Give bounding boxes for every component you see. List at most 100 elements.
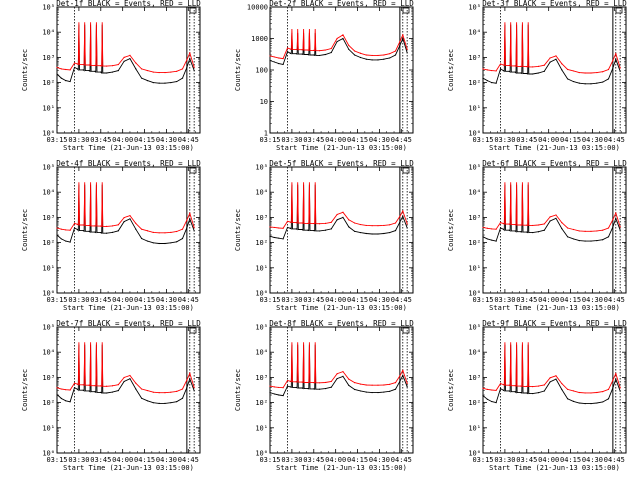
y-tick-label: 10⁴	[468, 29, 481, 37]
data-point	[526, 72, 528, 75]
data-point	[486, 398, 488, 400]
data-point	[111, 391, 114, 393]
data-point	[526, 392, 528, 394]
data-point	[578, 82, 580, 84]
data-point	[269, 385, 271, 387]
data-point	[123, 60, 125, 62]
y-axis-label: Counts/sec	[21, 209, 29, 251]
data-point	[336, 373, 338, 375]
data-point	[394, 388, 397, 390]
data-point	[615, 372, 617, 375]
data-point	[146, 69, 149, 72]
data-point	[354, 222, 356, 224]
data-point	[146, 400, 149, 402]
data-point	[319, 50, 321, 52]
data-point	[619, 390, 621, 392]
y-tick-label: 10⁵	[255, 324, 268, 332]
data-point	[301, 228, 303, 231]
data-point	[289, 52, 292, 54]
data-point	[152, 71, 154, 73]
data-point	[278, 62, 280, 65]
x-tick-label: 04:45	[178, 136, 199, 144]
data-point	[69, 229, 71, 231]
x-tick-label: 03:30	[494, 296, 515, 304]
data-point	[578, 240, 580, 242]
data-point	[158, 392, 160, 394]
chart-title: Det-3f BLACK = Events, RED = LLD	[482, 0, 627, 8]
x-tick-label: 03:45	[90, 136, 111, 144]
data-point	[615, 53, 617, 55]
data-point	[532, 392, 534, 395]
data-point	[495, 240, 497, 242]
data-point	[76, 388, 79, 390]
y-tick-label: 10¹	[468, 104, 481, 112]
corner-box-icon	[189, 327, 197, 334]
data-point	[612, 387, 614, 389]
data-point	[56, 73, 58, 75]
data-point	[615, 58, 617, 60]
y-tick-label: 10¹	[42, 264, 55, 272]
data-point	[186, 66, 188, 69]
data-point	[596, 391, 598, 394]
y-tick-label: 10³	[42, 214, 55, 222]
data-point	[330, 380, 332, 383]
y-tick-label: 10²	[468, 239, 481, 247]
data-point	[584, 240, 586, 242]
data-point	[170, 391, 172, 393]
y-tick-label: 10⁴	[255, 349, 268, 357]
data-point	[406, 52, 408, 54]
data-point	[313, 382, 315, 384]
data-point	[596, 82, 598, 84]
chart-title: Det-6f BLACK = Events, RED = LLD	[482, 159, 627, 168]
data-point	[348, 378, 350, 380]
series-line-lld	[482, 182, 621, 232]
data-point	[135, 222, 137, 224]
data-point	[73, 222, 76, 224]
data-point	[117, 389, 119, 392]
chart-panel-2: Det-2f BLACK = Events, RED = LLD 1 10 100 10…	[234, 0, 414, 152]
data-point	[394, 54, 397, 56]
data-point	[502, 389, 505, 391]
data-point	[584, 83, 586, 85]
data-point	[526, 231, 528, 233]
data-point	[100, 391, 102, 393]
series-line-events	[482, 344, 621, 405]
x-tick-label: 03:15	[259, 136, 280, 144]
data-point	[354, 382, 356, 384]
data-point	[289, 221, 292, 223]
data-point	[584, 230, 586, 232]
chart-panel-9: Det-9f BLACK = Events, RED = LLD 10⁰ 10¹ 10…	[447, 319, 627, 472]
data-point	[537, 72, 540, 74]
data-point	[330, 51, 332, 54]
data-point	[69, 80, 71, 83]
data-point	[69, 401, 71, 403]
y-axis-label: Counts/sec	[234, 209, 242, 251]
data-point	[76, 223, 79, 225]
data-point	[56, 393, 58, 396]
y-tick-label: 10³	[468, 54, 481, 62]
x-tick-label: 04:30	[369, 136, 390, 144]
data-point	[348, 48, 350, 51]
y-tick-label: 10⁰	[42, 450, 55, 458]
data-point	[176, 390, 178, 393]
x-tick-label: 04:30	[369, 296, 390, 304]
y-tick-label: 10⁰	[42, 130, 55, 138]
data-point	[543, 70, 545, 72]
x-tick-label: 03:15	[472, 136, 493, 144]
y-tick-label: 10⁵	[468, 164, 481, 172]
data-point	[141, 68, 143, 70]
data-point	[394, 50, 397, 52]
data-point	[111, 65, 114, 67]
data-point	[129, 54, 131, 57]
data-point	[176, 80, 178, 83]
data-point	[123, 221, 125, 223]
data-point	[76, 68, 79, 70]
data-point	[286, 47, 289, 49]
data-point	[152, 231, 154, 233]
plot-frame	[482, 166, 627, 294]
y-tick-label: 10⁰	[255, 450, 268, 458]
data-point	[106, 65, 108, 67]
data-point	[273, 56, 275, 58]
data-point	[615, 212, 617, 214]
data-point	[141, 397, 143, 399]
